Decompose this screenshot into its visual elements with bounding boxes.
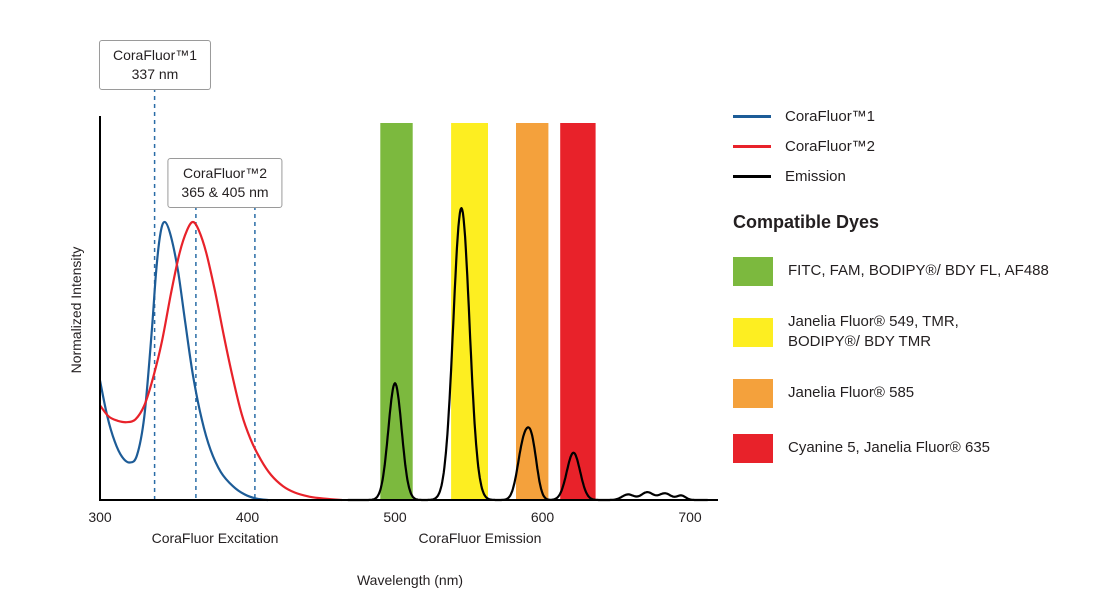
- callout-corafluor2-title: CoraFluor™2: [182, 165, 268, 181]
- dye-label-orange: Janelia Fluor® 585: [788, 383, 915, 401]
- spectra-chart: 300 400 500 600 700: [88, 80, 718, 525]
- legend-line-emission: [733, 174, 771, 178]
- dye-swatch-yellow: [733, 317, 773, 347]
- legend-label-corafluor2: CoraFluor™2: [785, 137, 876, 155]
- legend-label-corafluor1: CoraFluor™1: [785, 107, 876, 125]
- dye-row-yellow: Janelia Fluor® 549, TMR, BODIPY®/ BDY TM…: [733, 312, 1105, 353]
- dye-row-green: FITC, FAM, BODIPY®/ BDY FL, AF488: [733, 257, 1105, 286]
- y-axis-label: Normalized Intensity: [68, 246, 84, 374]
- legend-row-corafluor1: CoraFluor™1: [733, 106, 1105, 126]
- x-tick-label-700: 700: [678, 509, 702, 525]
- x-tick-label-600: 600: [531, 509, 555, 525]
- x-tick-label-400: 400: [236, 509, 260, 525]
- legend-line-corafluor1: [733, 114, 771, 118]
- corafluor2-excitation-curve: [99, 220, 342, 502]
- dye-row-red: Cyanine 5, Janelia Fluor® 635: [733, 433, 1105, 463]
- dye-swatch-orange: [733, 378, 773, 408]
- emission-band-red: [560, 123, 596, 500]
- compatible-dyes-title: Compatible Dyes: [733, 212, 880, 232]
- dye-label-green: FITC, FAM, BODIPY®/ BDY FL, AF488: [788, 262, 1049, 280]
- callout-corafluor1: CoraFluor™1 337 nm: [98, 40, 212, 90]
- emission-band-green: [380, 123, 413, 500]
- dye-label-red: Cyanine 5, Janelia Fluor® 635: [788, 438, 991, 456]
- legend-label-emission: Emission: [785, 167, 846, 185]
- legend-row-corafluor2: CoraFluor™2: [733, 136, 1105, 156]
- legend: CoraFluor™1 CoraFluor™2 Emission Compati…: [733, 106, 1105, 489]
- emission-curve: [347, 207, 709, 502]
- dye-swatch-green: [733, 257, 773, 286]
- callout-corafluor1-title: CoraFluor™1: [112, 47, 198, 63]
- callout-corafluor2-wavelength: 365 & 405 nm: [181, 183, 269, 200]
- x-tick-label-500: 500: [383, 509, 407, 525]
- dye-swatch-red: [733, 433, 773, 463]
- x-axis-label: Wavelength (nm): [356, 572, 464, 588]
- corafluor1-excitation-curve: [98, 220, 269, 502]
- callout-corafluor2: CoraFluor™2 365 & 405 nm: [167, 158, 283, 208]
- legend-line-corafluor2: [733, 144, 771, 148]
- x-region-label-excitation: CoraFluor Excitation: [151, 530, 279, 546]
- dye-row-orange: Janelia Fluor® 585: [733, 378, 1105, 408]
- legend-row-emission: Emission: [733, 166, 1105, 186]
- x-tick-label-300: 300: [88, 509, 112, 525]
- callout-corafluor1-wavelength: 337 nm: [131, 65, 179, 82]
- x-region-label-emission: CoraFluor Emission: [418, 530, 542, 546]
- dye-label-yellow: Janelia Fluor® 549, TMR, BODIPY®/ BDY TM…: [788, 313, 959, 351]
